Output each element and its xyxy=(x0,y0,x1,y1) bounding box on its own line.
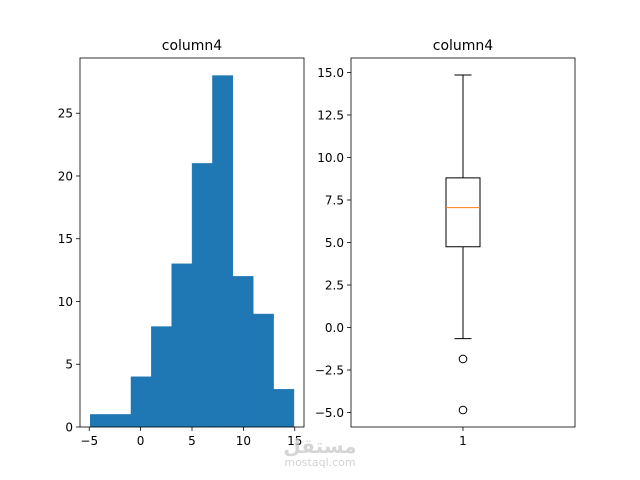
boxplot-box xyxy=(445,177,481,248)
boxplot-y-tick-label-0: −5.0 xyxy=(315,406,344,420)
boxplot-outlier-0 xyxy=(458,354,468,364)
histogram-bar-4 xyxy=(171,263,193,428)
histogram-y-tick-label-0: 0 xyxy=(65,421,73,435)
histogram-panel: column4 −5 0 5 10 15 0 5 10 15 20 25 xyxy=(58,38,305,448)
histogram-y-tick-label-2: 10 xyxy=(58,295,73,309)
boxplot-y-tick-label-8: 15.0 xyxy=(317,66,344,80)
histogram-y-tick-label-1: 5 xyxy=(65,358,73,372)
histogram-x-ticks: −5 0 5 10 15 xyxy=(80,427,302,448)
histogram-bar-2 xyxy=(130,376,152,428)
histogram-title: column4 xyxy=(162,38,223,54)
histogram-bar-5 xyxy=(191,163,213,428)
boxplot-y-tick-label-7: 12.5 xyxy=(317,108,344,122)
histogram-x-tick-label-4: 15 xyxy=(287,434,302,448)
boxplot-x-tick-label-0: 1 xyxy=(459,434,467,448)
watermark-site: mostaql.com xyxy=(284,456,356,469)
boxplot-y-tick-label-5: 7.5 xyxy=(325,193,344,207)
histogram-bar-7 xyxy=(232,276,254,428)
boxplot-y-tick-label-4: 5.0 xyxy=(325,236,344,250)
histogram-y-ticks: 0 5 10 15 20 25 xyxy=(58,107,80,435)
histogram-y-tick-label-3: 15 xyxy=(58,232,73,246)
histogram-bar-1 xyxy=(110,414,132,428)
histogram-x-tick-label-2: 5 xyxy=(188,434,196,448)
boxplot-y-tick-label-6: 10.0 xyxy=(317,151,344,165)
histogram-bars xyxy=(90,75,295,428)
histogram-bar-9 xyxy=(273,389,295,428)
boxplot-y-tick-label-1: −2.5 xyxy=(315,364,344,378)
boxplot-panel: column4 1 −5.0 −2.5 0.0 2.5 5.0 7.5 10.0 12.5 15… xyxy=(315,38,576,448)
boxplot-glyph xyxy=(445,74,481,415)
histogram-x-tick-label-1: 0 xyxy=(137,434,145,448)
boxplot-y-tick-label-3: 2.5 xyxy=(325,279,344,293)
histogram-bar-3 xyxy=(151,326,172,428)
boxplot-y-tick-label-2: 0.0 xyxy=(325,321,344,335)
watermark-logo: مستقل xyxy=(283,434,357,458)
histogram-x-tick-label-0: −5 xyxy=(80,434,98,448)
histogram-y-tick-label-5: 25 xyxy=(58,107,73,121)
histogram-x-tick-label-3: 10 xyxy=(236,434,251,448)
histogram-y-tick-label-4: 20 xyxy=(58,169,73,183)
histogram-bar-8 xyxy=(252,313,274,428)
boxplot-outlier-1 xyxy=(458,405,468,415)
histogram-bar-6 xyxy=(212,75,234,428)
boxplot-x-ticks: 1 xyxy=(459,427,467,448)
histogram-bar-0 xyxy=(90,414,111,428)
boxplot-y-ticks: −5.0 −2.5 0.0 2.5 5.0 7.5 10.0 12.5 15.0 xyxy=(315,66,351,420)
boxplot-title: column4 xyxy=(433,38,494,54)
